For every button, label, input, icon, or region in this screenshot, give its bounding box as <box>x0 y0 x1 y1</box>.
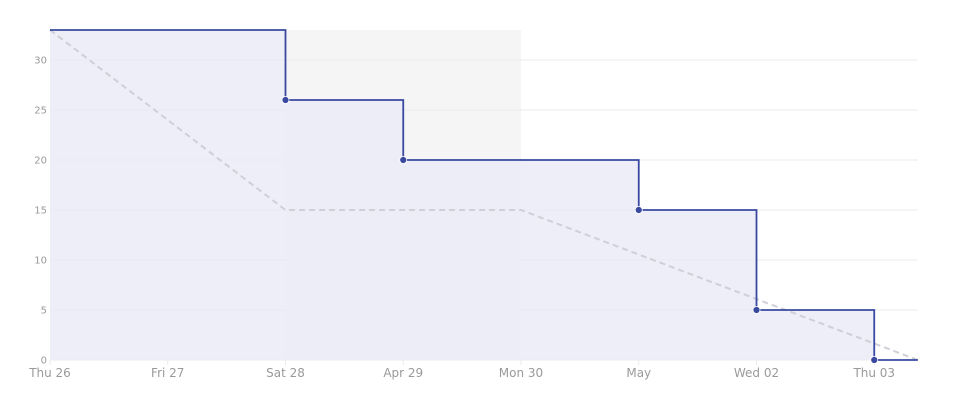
x-tick-label: Thu 26 <box>28 366 71 380</box>
x-tick-label: Sat 28 <box>266 366 305 380</box>
x-tick-label: Mon 30 <box>499 366 543 380</box>
data-point <box>634 206 643 214</box>
x-tick-label: Fri 27 <box>151 366 184 380</box>
y-tick-label: 5 <box>41 306 47 317</box>
x-tick-label: Apr 29 <box>383 366 423 380</box>
x-tick-label: Thu 03 <box>852 366 895 380</box>
x-tick-label: May <box>626 366 651 380</box>
x-tick-label: Wed 02 <box>734 366 779 380</box>
y-tick-label: 15 <box>34 206 47 217</box>
y-tick-label: 30 <box>34 56 47 67</box>
ideal-trend-line <box>49 29 919 361</box>
data-point <box>281 96 290 104</box>
actual-step-line <box>50 29 918 361</box>
y-tick-label: 0 <box>41 356 47 367</box>
data-point <box>752 306 761 314</box>
data-point <box>870 356 879 364</box>
y-tick-label: 25 <box>34 106 47 117</box>
y-tick-label: 20 <box>34 156 47 167</box>
y-tick-label: 10 <box>34 256 47 267</box>
data-point <box>399 156 408 164</box>
